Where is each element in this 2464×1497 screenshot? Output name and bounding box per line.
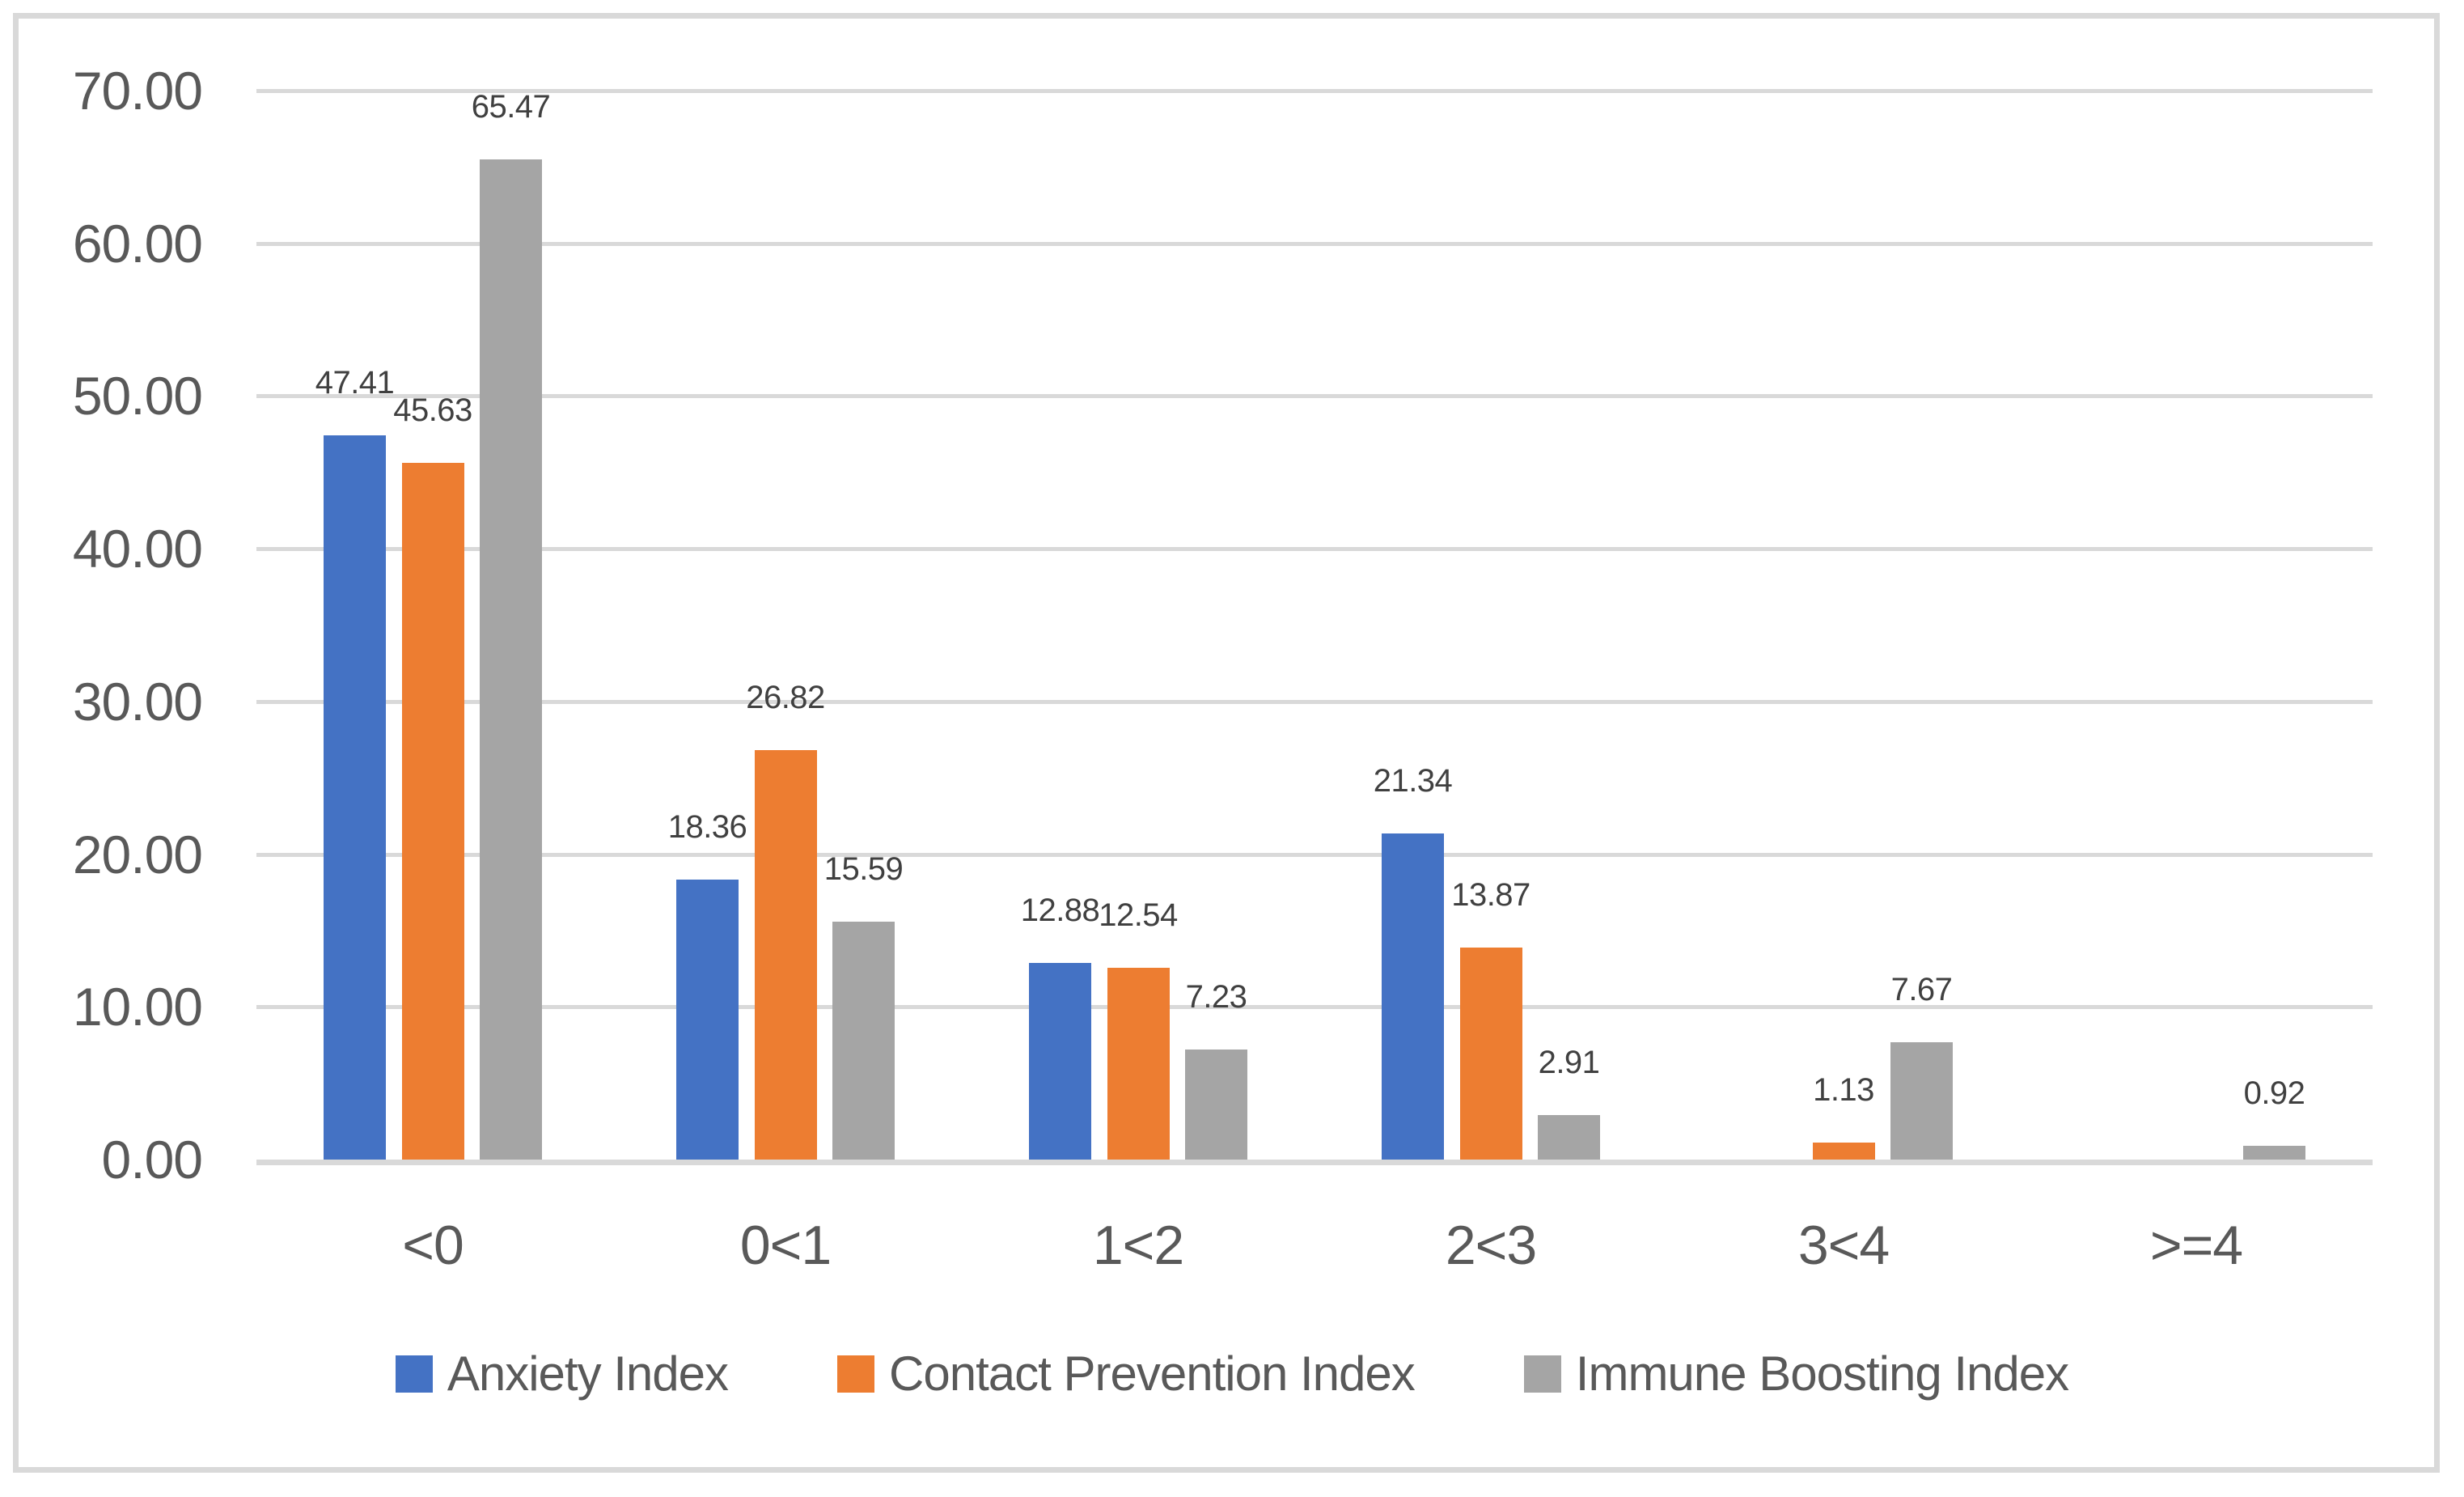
x-axis-category-label: 2<3 bbox=[1445, 1215, 1537, 1276]
legend-color-swatch bbox=[1523, 1355, 1561, 1393]
data-label: 0.92 bbox=[2243, 1075, 2305, 1111]
plot-area: 47.41 45.63 65.47 18.36 26.82 15.59 12.88 12.54… bbox=[256, 89, 2373, 1165]
gridline bbox=[256, 547, 2373, 552]
data-label: 65.47 bbox=[471, 89, 551, 125]
bar-anxiety-index-0<1 bbox=[676, 879, 739, 1160]
bar-immune-boosting-index-<0 bbox=[480, 159, 542, 1160]
bar-immune-boosting-index->=4 bbox=[2243, 1145, 2305, 1160]
gridline bbox=[256, 699, 2373, 704]
y-axis-tick-label: 30.00 bbox=[72, 671, 203, 732]
data-label: 21.34 bbox=[1373, 763, 1453, 799]
y-axis-tick-label: 40.00 bbox=[72, 519, 203, 579]
bar-immune-boosting-index-1<2 bbox=[1185, 1049, 1247, 1160]
x-axis-category-label: 3<4 bbox=[1797, 1215, 1890, 1276]
gridline bbox=[256, 241, 2373, 246]
data-label: 45.63 bbox=[393, 392, 472, 428]
bar-contact-prevention-index-0<1 bbox=[754, 749, 817, 1160]
bar-contact-prevention-index-1<2 bbox=[1107, 968, 1170, 1160]
legend: Anxiety Index Contact Prevention Index Imm… bbox=[0, 1350, 2464, 1398]
data-label: 12.54 bbox=[1099, 897, 1178, 934]
data-label: 15.59 bbox=[823, 850, 904, 887]
x-axis-category-label: <0 bbox=[402, 1215, 464, 1276]
y-axis-tick-label: 10.00 bbox=[72, 977, 203, 1037]
x-axis-category-label: >=4 bbox=[2149, 1215, 2243, 1276]
data-label: 26.82 bbox=[746, 679, 825, 715]
legend-label: Contact Prevention Index bbox=[889, 1346, 1416, 1401]
data-label: 2.91 bbox=[1538, 1045, 1600, 1081]
x-axis-line bbox=[256, 1160, 2373, 1165]
bar-anxiety-index-1<2 bbox=[1029, 962, 1091, 1160]
y-axis-tick-label: 0.00 bbox=[101, 1130, 203, 1190]
chart-border-frame bbox=[13, 13, 2440, 1473]
gridline bbox=[256, 89, 2373, 93]
y-axis-tick-label: 50.00 bbox=[72, 366, 203, 426]
legend-color-swatch bbox=[837, 1355, 875, 1393]
bar-immune-boosting-index-3<4 bbox=[1890, 1042, 1953, 1160]
data-label: 7.23 bbox=[1185, 978, 1247, 1015]
y-axis-tick-label: 60.00 bbox=[72, 213, 203, 274]
data-label: 1.13 bbox=[1813, 1071, 1874, 1108]
data-label: 13.87 bbox=[1451, 877, 1530, 914]
legend-item-contact-prevention-index: Contact Prevention Index bbox=[837, 1346, 1416, 1401]
x-axis-category-label: 1<2 bbox=[1092, 1215, 1184, 1276]
bar-contact-prevention-index-<0 bbox=[401, 462, 464, 1160]
legend-item-immune-boosting-index: Immune Boosting Index bbox=[1523, 1346, 2069, 1401]
gridline bbox=[256, 852, 2373, 857]
gridline bbox=[256, 1005, 2373, 1010]
bar-anxiety-index-2<3 bbox=[1382, 833, 1444, 1160]
data-label: 47.41 bbox=[315, 365, 395, 401]
legend-color-swatch bbox=[395, 1355, 433, 1393]
bar-contact-prevention-index-3<4 bbox=[1812, 1142, 1875, 1160]
gridline bbox=[256, 394, 2373, 399]
bar-immune-boosting-index-2<3 bbox=[1538, 1115, 1600, 1160]
y-axis-tick-label: 20.00 bbox=[72, 824, 203, 884]
data-label: 18.36 bbox=[667, 808, 747, 845]
bar-anxiety-index-<0 bbox=[324, 435, 386, 1160]
bar-immune-boosting-index-0<1 bbox=[832, 921, 895, 1160]
legend-item-anxiety-index: Anxiety Index bbox=[395, 1346, 729, 1401]
legend-label: Anxiety Index bbox=[447, 1346, 729, 1401]
data-label: 12.88 bbox=[1020, 892, 1100, 928]
x-axis-category-label: 0<1 bbox=[739, 1215, 832, 1276]
bar-contact-prevention-index-2<3 bbox=[1459, 948, 1522, 1160]
data-label: 7.67 bbox=[1890, 972, 1953, 1008]
y-axis-tick-label: 70.00 bbox=[72, 61, 203, 121]
legend-label: Immune Boosting Index bbox=[1575, 1346, 2069, 1401]
